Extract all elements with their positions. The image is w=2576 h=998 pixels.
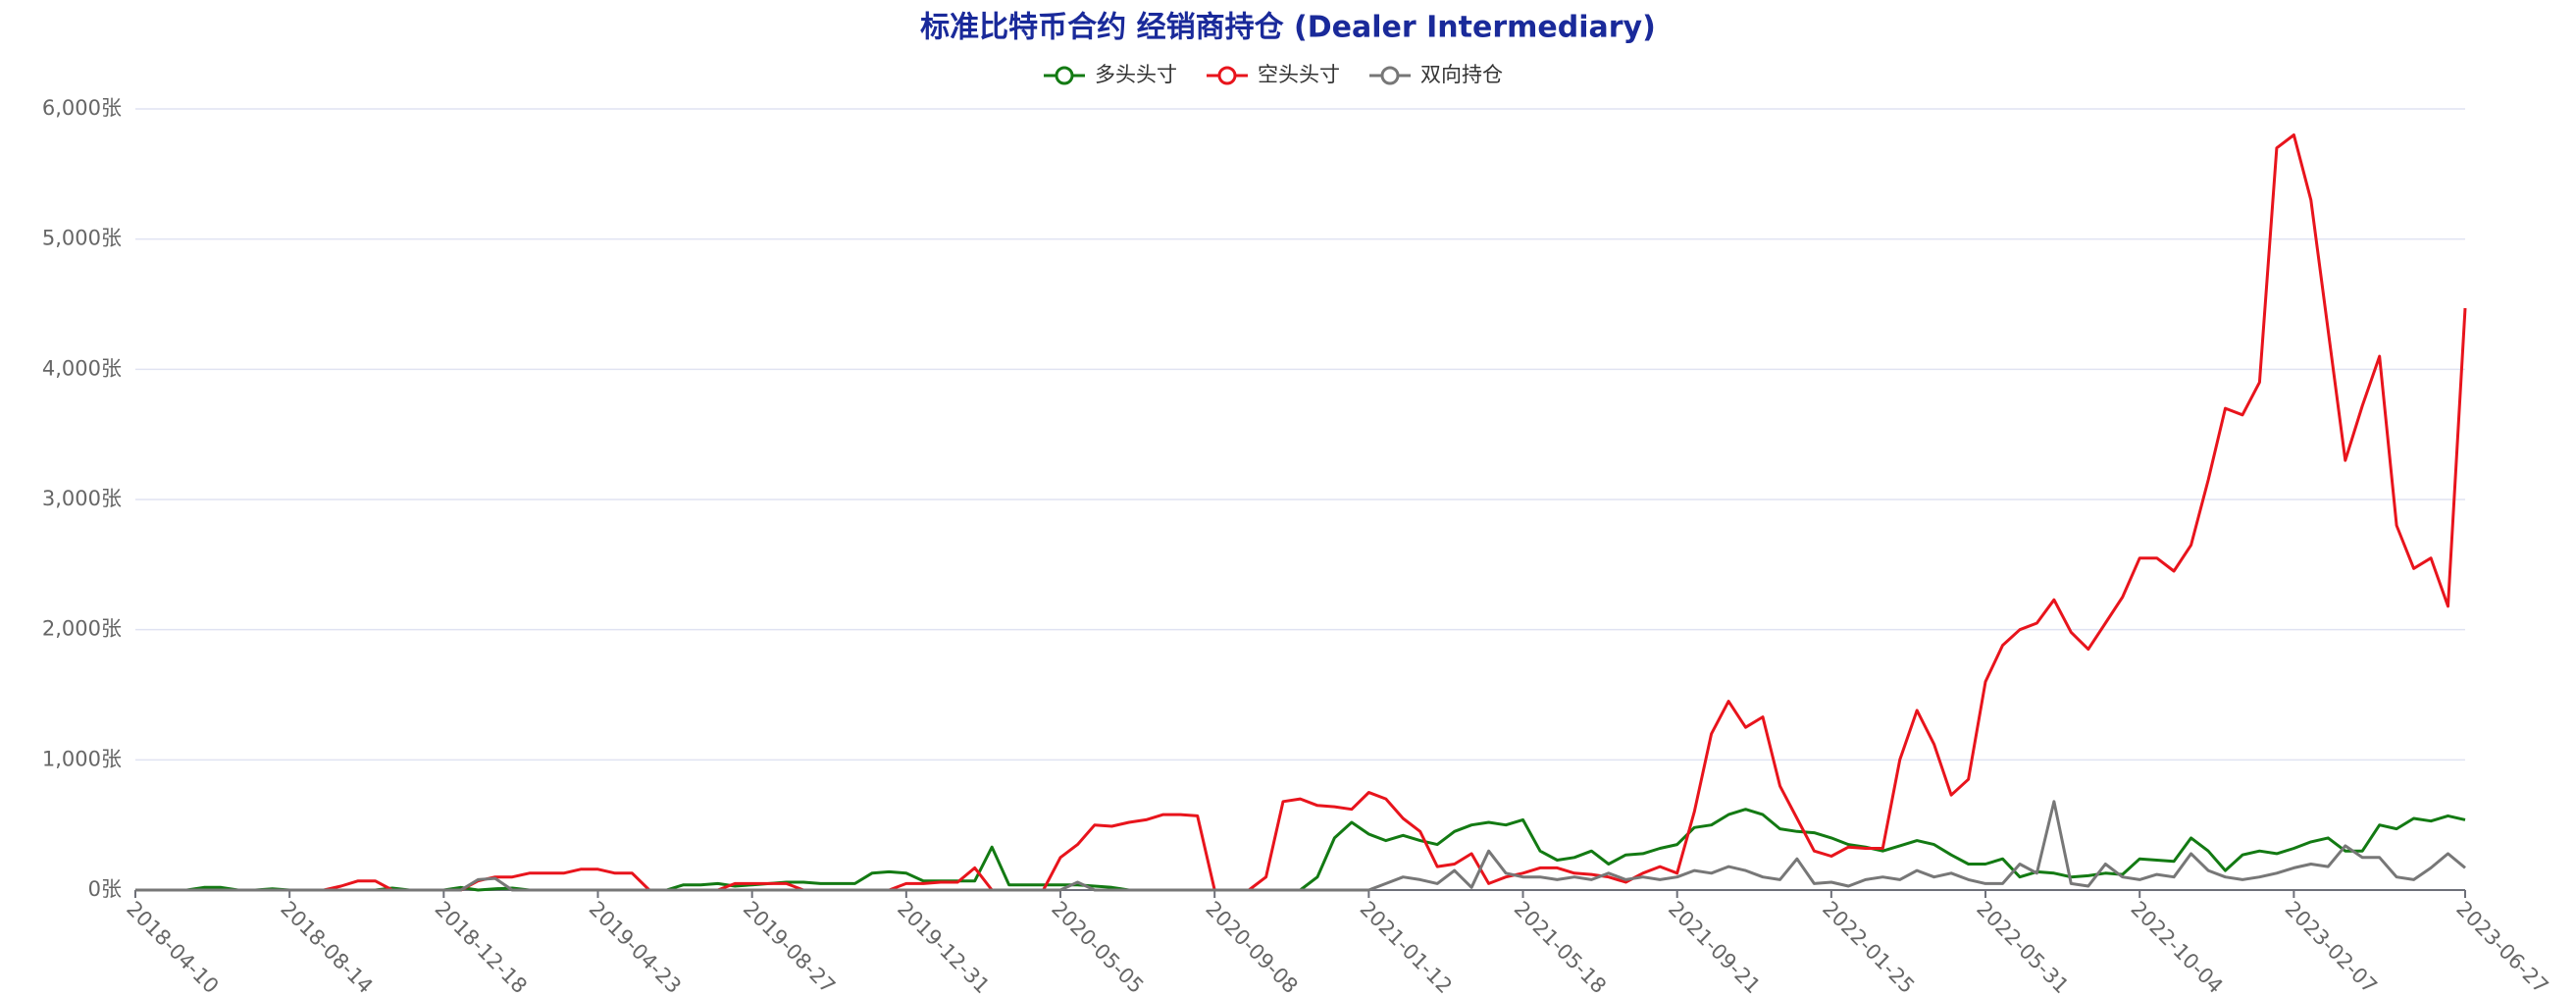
legend-swatch-marker [1380,66,1400,85]
x-tick-label: 2018-12-18 [431,897,532,998]
legend-item[interactable]: 多头头寸 [1044,63,1177,86]
legend-label: 多头头寸 [1095,63,1177,86]
y-tick-label: 6,000张 [42,96,122,120]
legend-swatch-marker [1055,66,1074,85]
x-tick-label: 2020-05-05 [1047,897,1148,998]
legend-label: 空头头寸 [1258,63,1340,86]
chart-title: 标准比特币合约 经销商持仓 (Dealer Intermediary) [920,11,1656,45]
series-line [135,800,2466,892]
legend-swatch-marker [1217,66,1237,85]
x-tick-label: 2019-12-31 [893,897,994,998]
y-tick-label: 0张 [88,877,122,901]
x-tick-label: 2021-09-21 [1664,897,1765,998]
x-tick-label: 2021-01-12 [1356,897,1457,998]
x-tick-label: 2023-02-07 [2281,897,2382,998]
x-tick-label: 2022-05-31 [1972,897,2073,998]
x-tick-label: 2023-06-27 [2451,897,2552,998]
series-line [135,133,2467,892]
x-tick-label: 2022-01-25 [1818,897,1919,998]
y-tick-label: 1,000张 [42,747,122,770]
x-tick-label: 2019-08-27 [739,897,840,998]
x-tick-label: 2018-04-10 [122,897,223,998]
x-tick-label: 2018-08-14 [276,897,377,998]
x-tick-label: 2022-10-04 [2126,897,2227,998]
x-tick-label: 2020-09-08 [1201,897,1302,998]
y-tick-label: 2,000张 [42,617,122,641]
legend-item[interactable]: 双向持仓 [1369,63,1503,86]
legend-item[interactable]: 空头头寸 [1207,63,1340,86]
y-tick-label: 4,000张 [42,356,122,380]
x-tick-label: 2019-04-23 [585,897,686,998]
x-tick-label: 2021-05-18 [1510,897,1611,998]
y-tick-label: 5,000张 [42,227,122,250]
legend-label: 双向持仓 [1420,63,1503,86]
y-tick-label: 3,000张 [42,487,122,510]
